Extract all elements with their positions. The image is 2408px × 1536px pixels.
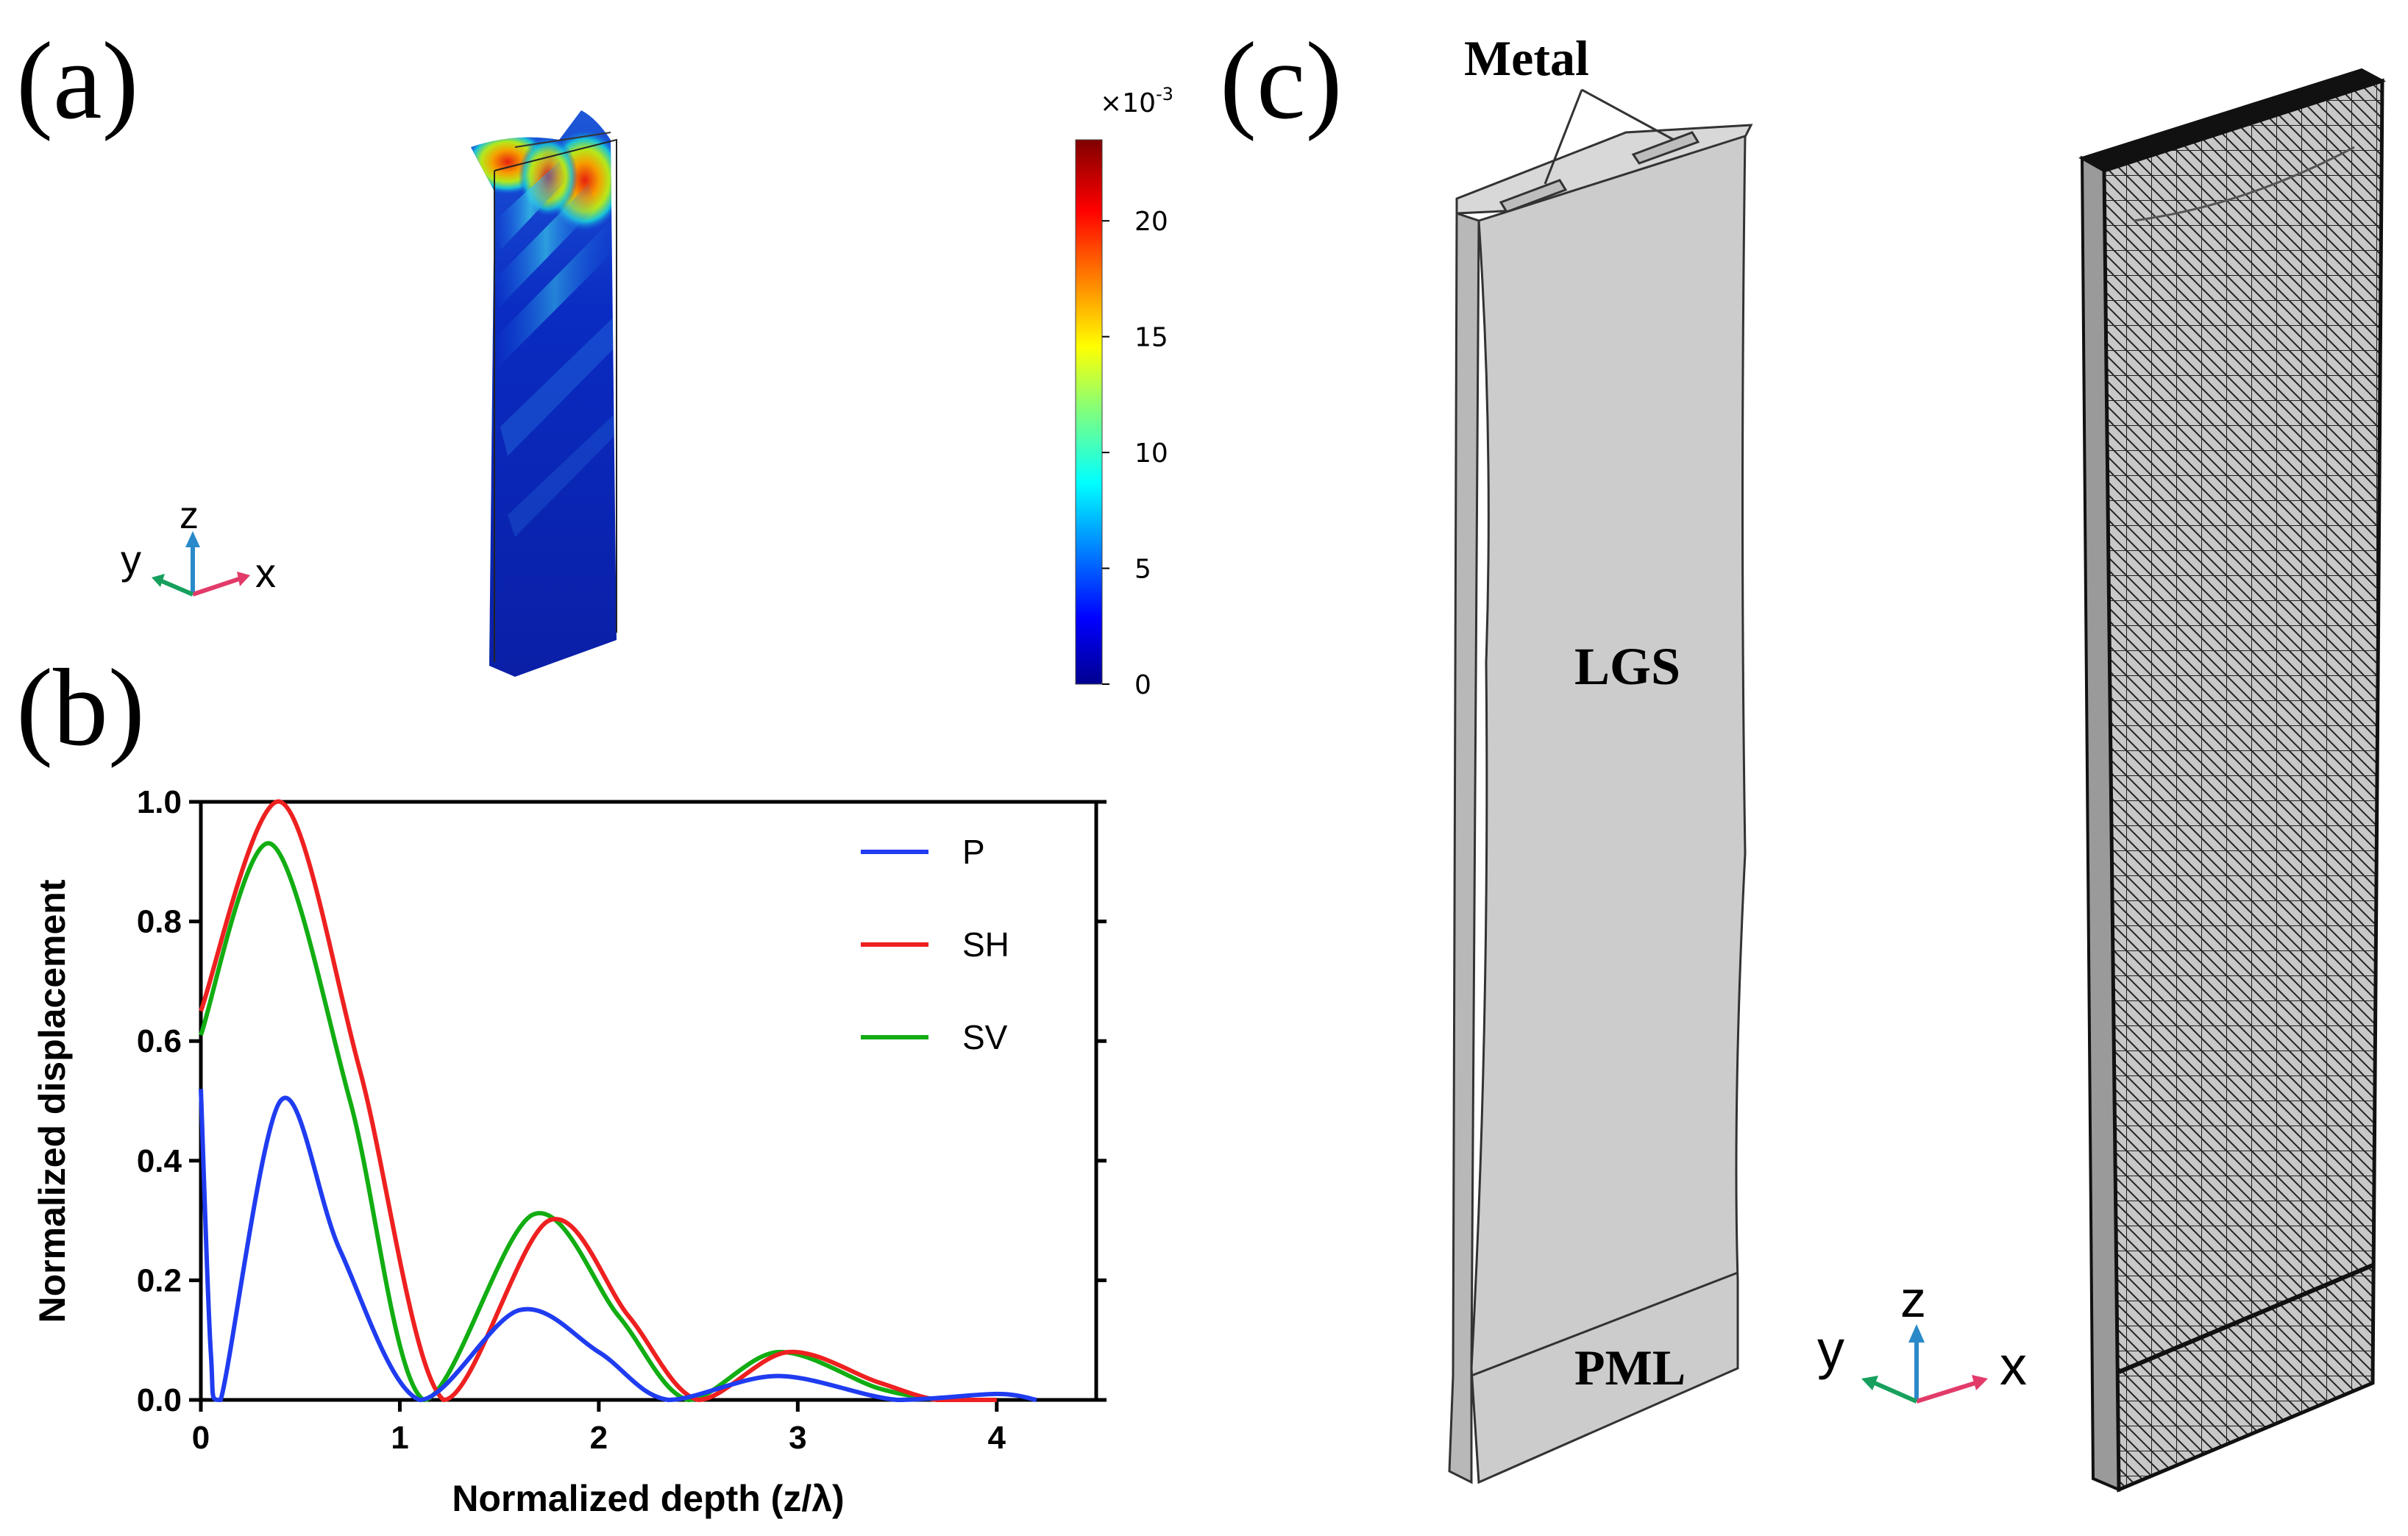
panel-c-label: (c): [1220, 20, 1342, 142]
axis-z-label-a: z: [180, 494, 199, 537]
series-line-SH: [199, 799, 997, 1403]
colorbar-scale-label: ×10-3: [1100, 84, 1173, 118]
x-tick-label: 4: [988, 1420, 1006, 1456]
axis-y-label-a: y: [121, 536, 141, 583]
colorbar-tick-label: 15: [1134, 323, 1168, 353]
electrode-left: [1499, 179, 1568, 213]
geometry-model: Metal LGS PML: [1448, 30, 1753, 1485]
y-tick-label: 1.0: [137, 784, 182, 820]
axis-x-label-c: x: [2000, 1335, 2027, 1396]
legend-label: P: [962, 833, 985, 871]
deformed-beam: [471, 110, 617, 677]
y-tick-label: 0.0: [137, 1382, 182, 1418]
legend-label: SH: [962, 925, 1009, 964]
x-axis-title: Normalized depth (z/λ): [452, 1478, 844, 1519]
legend-label: SV: [962, 1018, 1008, 1056]
y-tick-label: 0.4: [137, 1143, 182, 1179]
chart-lines: [199, 799, 1037, 1403]
colorbar-tick-label: 10: [1134, 438, 1168, 469]
y-axis-title: Normalized displacement: [32, 879, 73, 1323]
axes-triad-c: z y x: [1817, 1270, 2027, 1404]
x-tick-label: 3: [789, 1420, 806, 1456]
line-chart: 0 1 2 3 4 0.0 0.2 0.4 0.6 0.8 1.0 P SH SV Normalized…: [32, 784, 1107, 1519]
x-tick-label: 1: [391, 1420, 408, 1456]
colorbar-tick-label: 0: [1134, 670, 1151, 700]
meshed-model: [2078, 68, 2387, 1493]
axis-x-label-a: x: [255, 550, 276, 596]
colorbar-tick-label: 5: [1134, 555, 1151, 585]
y-tick-label: 0.8: [137, 904, 182, 940]
y-tick-label: 0.6: [137, 1023, 182, 1059]
series-line-P: [199, 1089, 1037, 1402]
y-tick-label: 0.2: [137, 1262, 182, 1298]
colorbar-tick-label: 20: [1134, 207, 1168, 237]
chart-ticks: 0 1 2 3 4 0.0 0.2 0.4 0.6 0.8 1.0: [137, 784, 1107, 1456]
metal-label: Metal: [1464, 30, 1589, 86]
axes-triad-a: z y x: [121, 494, 276, 597]
axis-z-label-c: z: [1900, 1270, 1926, 1328]
x-tick-label: 0: [192, 1420, 210, 1456]
substrate-label: LGS: [1574, 637, 1680, 696]
series-line-SV: [199, 841, 938, 1402]
x-tick-label: 2: [590, 1420, 608, 1456]
panel-a-label: (a): [16, 20, 138, 142]
plot-frame: [199, 800, 1098, 1402]
pml-label: PML: [1574, 1340, 1686, 1395]
legend: P SH SV: [861, 833, 1009, 1056]
colorbar-ticks: 20 15 10 5 0: [1102, 207, 1168, 700]
colorbar: ×10-3 20 15 10 5 0: [1075, 84, 1173, 700]
axis-y-label-c: y: [1817, 1319, 1844, 1380]
panel-b-label: (b): [16, 647, 145, 769]
